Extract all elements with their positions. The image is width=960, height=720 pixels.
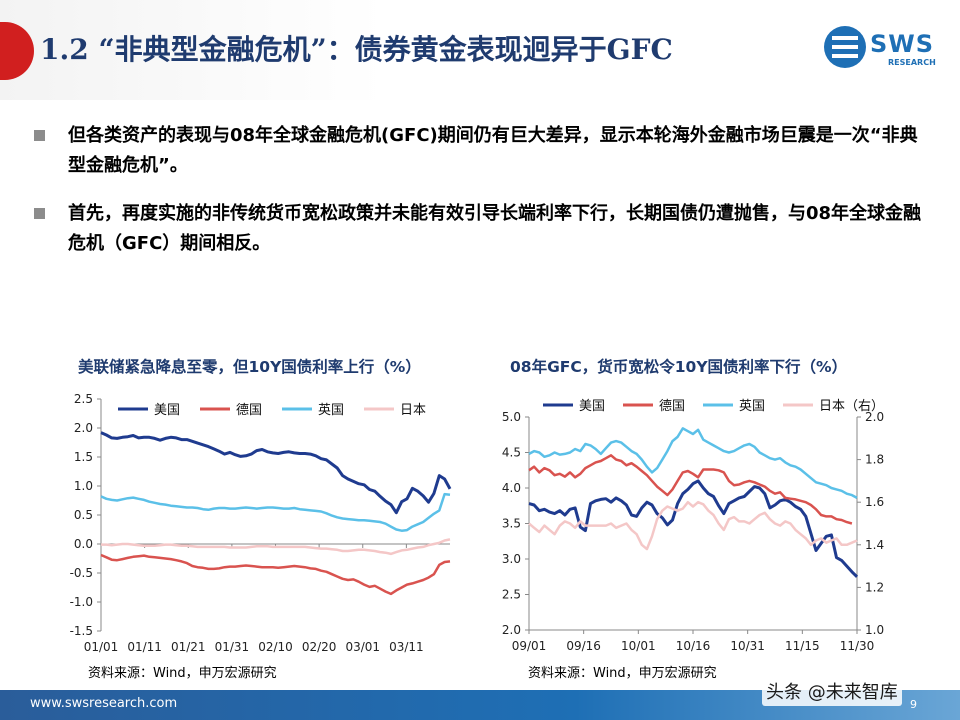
y-tick-label: -1.0: [70, 595, 93, 609]
y2-tick-label: 1.6: [865, 495, 884, 509]
bullet-square-icon: [34, 208, 45, 219]
x-tick-label: 01/31: [215, 640, 250, 654]
series-line-3: [528, 427, 858, 499]
bullet-2: 首先，再度实施的非传统货币宽松政策并未能有效引导长端利率下行，长期国债仍遭抛售，…: [34, 199, 934, 259]
x-tick-label: 10/31: [730, 639, 765, 653]
y-tick-label: 5.0: [502, 410, 521, 424]
y2-tick-label: 1.0: [865, 623, 884, 637]
legend-label: 德国: [236, 403, 262, 418]
y-tick-label: 4.5: [502, 446, 521, 460]
bullet-1-text: 但各类资产的表现与08年全球金融危机(GFC)期间仍有巨大差异，显示本轮海外金融…: [68, 125, 918, 176]
y2-tick-label: 2.0: [865, 410, 884, 424]
legend-label: 德国: [659, 399, 685, 414]
x-tick-label: 01/21: [171, 640, 206, 654]
x-tick-label: 02/20: [302, 640, 337, 654]
y2-tick-label: 1.2: [865, 580, 884, 594]
y-tick-label: -0.5: [70, 566, 93, 580]
bullet-1: 但各类资产的表现与08年全球金融危机(GFC)期间仍有巨大差异，显示本轮海外金融…: [34, 121, 934, 181]
chart-2: 5.0 4.5 4.0 3.5 3.0 2.5 2.0 2.0 1.8 1.6 1.4 1.2 1.0 0…: [502, 399, 884, 653]
series-line-2: [528, 454, 853, 525]
y-tick-label: -1.5: [70, 624, 93, 638]
x-tick-label: 01/11: [127, 640, 162, 654]
sws-logo: SWS RESEARCH: [822, 24, 942, 74]
chart-1: 2.5 2.0 1.5 1.0 0.5 0.0 -0.5 -1.0 -1.5 01/01 01/11…: [70, 392, 452, 654]
watermark: 头条 @未来智库: [762, 676, 902, 706]
y-tick-label: 4.0: [502, 481, 521, 495]
x-tick-label: 10/16: [676, 639, 711, 653]
series-line-3: [100, 492, 451, 532]
chart-2-source: 资料来源：Wind，申万宏源研究: [528, 666, 717, 681]
x-tick-label: 03/01: [345, 640, 380, 654]
bullet-2-text: 首先，再度实施的非传统货币宽松政策并未能有效引导长端利率下行，长期国债仍遭抛售，…: [68, 203, 922, 254]
title-band: [0, 0, 960, 100]
bullet-square-icon: [34, 130, 45, 141]
x-tick-label: 09/01: [512, 639, 547, 653]
series-line-2: [100, 553, 451, 596]
y-tick-label: 2.5: [74, 392, 93, 406]
sws-logo-icon: [824, 26, 866, 68]
x-tick-label: 03/11: [389, 640, 424, 654]
series-line-1: [528, 479, 859, 578]
y-tick-label: 1.5: [74, 450, 93, 464]
x-tick-label: 01/01: [84, 640, 119, 654]
legend-label: 英国: [318, 403, 344, 418]
series-line-4: [101, 538, 451, 556]
legend-label: 日本（右）: [819, 399, 884, 414]
x-tick-label: 02/10: [258, 640, 293, 654]
legend-label: 美国: [154, 403, 180, 418]
y2-tick-label: 1.8: [865, 453, 884, 467]
page-title: 1.2 “非典型金融危机”：债券黄金表现迥异于GFC: [40, 33, 673, 66]
chart-1-title: 美联储紧急降息至零，但10Y国债利率上行（%）: [78, 358, 421, 376]
y-tick-label: 3.5: [502, 517, 521, 531]
x-tick-label: 11/15: [785, 639, 820, 653]
page-number: 9: [910, 698, 917, 711]
y-tick-label: 2.5: [502, 588, 521, 602]
y-tick-label: 0.0: [74, 537, 93, 551]
chart-2-title: 08年GFC，货币宽松令10Y国债利率下行（%）: [510, 358, 848, 376]
legend-label: 日本: [400, 403, 426, 418]
series-line-4: [528, 500, 858, 551]
x-tick-label: 10/01: [621, 639, 656, 653]
y-tick-label: 0.5: [74, 508, 93, 522]
y-tick-label: 3.0: [502, 552, 521, 566]
legend-label: 英国: [739, 399, 765, 414]
x-tick-label: 11/30: [840, 639, 875, 653]
y2-tick-label: 1.4: [865, 538, 884, 552]
footer-url[interactable]: www.swsresearch.com: [30, 696, 178, 711]
logo-text: SWS: [870, 30, 935, 58]
y-tick-label: 1.0: [74, 479, 93, 493]
logo-subtext: RESEARCH: [888, 58, 936, 67]
y-tick-label: 2.0: [502, 623, 521, 637]
x-tick-label: 09/16: [566, 639, 601, 653]
chart-1-source: 资料来源：Wind，申万宏源研究: [88, 666, 277, 681]
series-line-1: [100, 431, 452, 515]
legend-label: 美国: [579, 399, 605, 414]
y-tick-label: 2.0: [74, 421, 93, 435]
